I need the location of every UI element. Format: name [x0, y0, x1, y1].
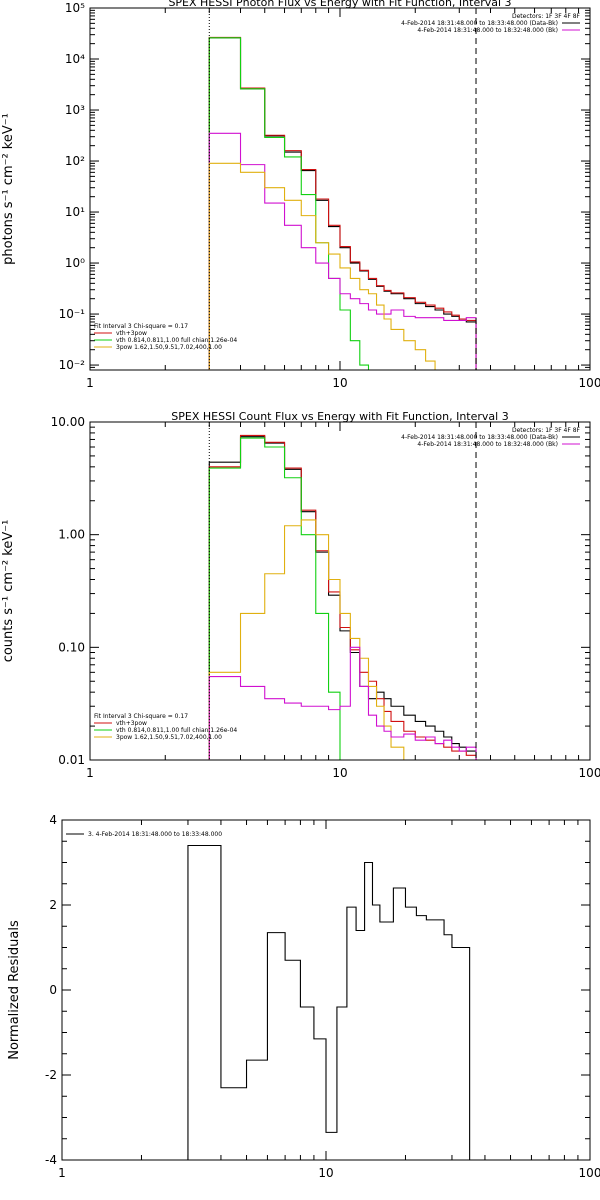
x-tick-label: 100 [579, 376, 600, 390]
y-tick-label: 10⁻² [59, 358, 86, 372]
series-magenta [208, 646, 477, 760]
y-tick-label: 0.01 [58, 753, 85, 767]
legend-entry: vth+3pow [116, 720, 147, 727]
plot-frame [89, 7, 591, 371]
series-gold [208, 519, 477, 760]
plot-frame [89, 421, 591, 761]
x-tick-label: 10 [332, 376, 347, 390]
x-tick-label: 100 [579, 1166, 600, 1180]
detectors-label: Detectors: 1F 3F 4F 8F [512, 427, 581, 434]
x-tick-label: 100 [579, 766, 600, 780]
legend-entry: vth 0.814,0.811,1.00 full chian 1.26e-04 [116, 337, 237, 344]
chart-title: SPEX HESSI Count Flux vs Energy with Fit… [171, 410, 508, 423]
legend-entry: 3. 4-Feb-2014 18:31:48.000 to 18:33:48.0… [88, 831, 222, 838]
series-gold [208, 162, 477, 370]
series-group [208, 36, 477, 370]
y-tick-label: 10² [65, 154, 85, 168]
y-tick-label: -2 [45, 1068, 57, 1082]
y-axis-label: counts s⁻¹ cm⁻² keV⁻¹ [1, 520, 16, 663]
header-line: 4-Feb-2014 18:31:48.000 to 18:33:48.000 … [401, 434, 558, 441]
x-tick-label: 10 [332, 766, 347, 780]
y-axis-label: photons s⁻¹ cm⁻² keV⁻¹ [1, 113, 16, 265]
y-tick-label: 4 [49, 813, 57, 827]
chart-1: SPEX HESSI Photon Flux vs Energy with Fi… [1, 0, 600, 390]
x-tick-label: 1 [86, 766, 94, 780]
y-tick-label: 2 [49, 898, 57, 912]
y-tick-label: 10¹ [65, 205, 85, 219]
x-tick-label: 1 [86, 376, 94, 390]
series-group [187, 844, 471, 1160]
y-tick-label: 10⁵ [65, 1, 85, 15]
x-ticks [89, 8, 580, 370]
y-tick-label: 10⁴ [65, 52, 85, 66]
detectors-label: Detectors: 1F 3F 4F 8F [512, 13, 581, 20]
y-axis-label: Normalized Residuals [7, 920, 22, 1060]
chart-title: SPEX HESSI Photon Flux vs Energy with Fi… [168, 0, 511, 9]
y-tick-label: 10⁻¹ [59, 307, 86, 321]
header-line: 4-Feb-2014 18:31:48.000 to 18:33:48.000 … [401, 20, 558, 27]
y-tick-label: 10.00 [51, 415, 85, 429]
series-group [208, 434, 477, 760]
y-tick-label: 1.00 [58, 528, 85, 542]
y-tick-label: 10⁰ [65, 256, 85, 270]
chart-2: SPEX HESSI Count Flux vs Energy with Fit… [1, 410, 600, 780]
series-red [208, 36, 477, 370]
y-tick-label: -4 [45, 1153, 57, 1167]
legend-entry: 3pow 1.62,1.50,9.51,7.02,400,1.00 [116, 344, 222, 351]
y-ticks [90, 7, 590, 371]
series-black [187, 844, 471, 1160]
series-magenta [208, 132, 477, 370]
chart-3: Normalized Residuals 1 10 100 -4 -2 0 2 4 3. 4-Fe… [7, 813, 600, 1180]
series-green [208, 437, 477, 760]
y-tick-label: 0.10 [58, 640, 85, 654]
y-tick-label: 10³ [65, 103, 85, 117]
legend-entry: vth+3pow [116, 330, 147, 337]
series-green [208, 37, 477, 370]
series-black [208, 436, 477, 760]
legend-title: Fit Interval 3 Chi-square = 0.17 [94, 713, 188, 720]
header-line: 4-Feb-2014 18:31:48.000 to 18:32:48.000 … [417, 27, 558, 34]
y-tick-label: 0 [49, 983, 57, 997]
legend-title: Fit Interval 3 Chi-square = 0.17 [94, 323, 188, 330]
x-tick-label: 10 [318, 1166, 333, 1180]
header-line: 4-Feb-2014 18:31:48.000 to 18:32:48.000 … [417, 441, 558, 448]
legend-entry: vth 0.814,0.811,1.00 full chian 1.26e-04 [116, 727, 237, 734]
plot-frame [61, 819, 591, 1161]
series-red [208, 434, 477, 760]
legend-entry: 3pow 1.62,1.50,9.51,7.02,400,1.00 [116, 734, 222, 741]
x-ticks [61, 820, 579, 1160]
x-tick-label: 1 [58, 1166, 66, 1180]
